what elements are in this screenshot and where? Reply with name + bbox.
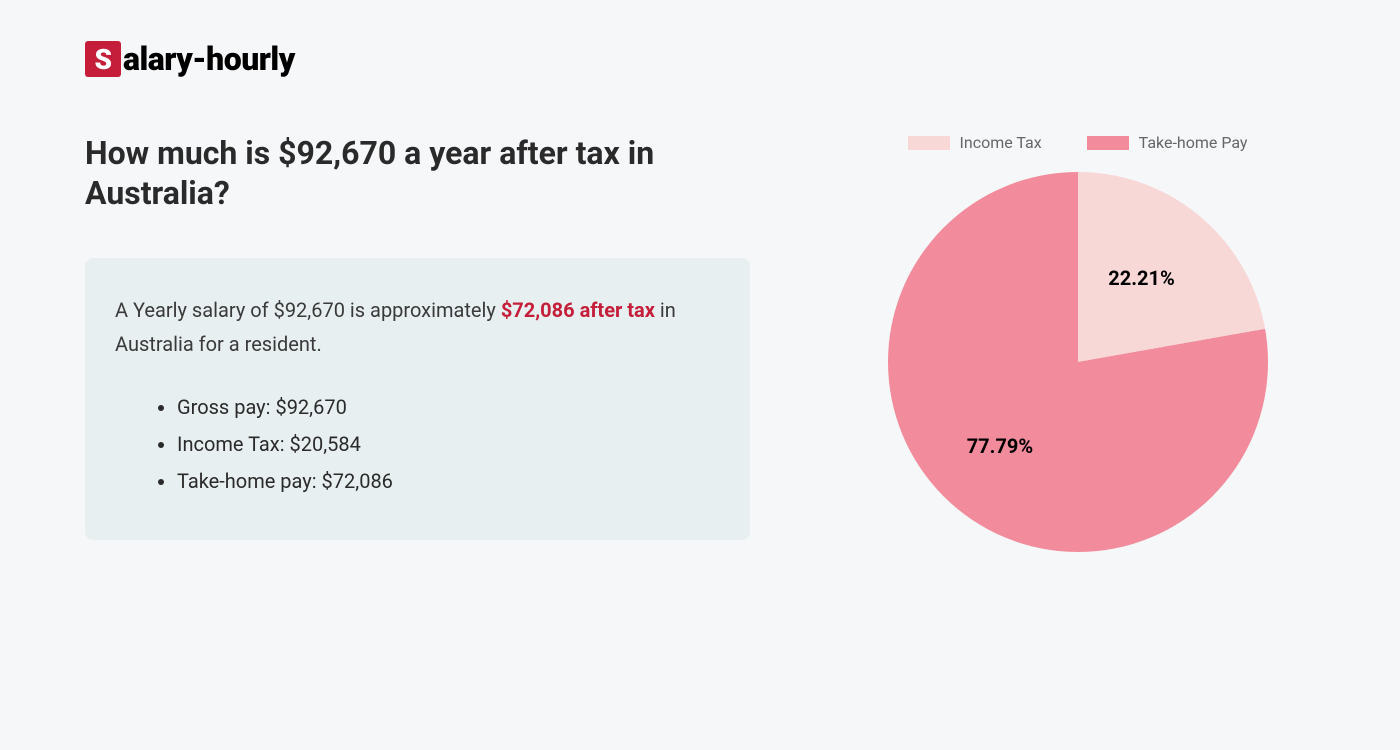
pie-chart: 22.21% 77.79% — [888, 172, 1268, 552]
page-title: How much is $92,670 a year after tax in … — [85, 133, 750, 213]
pie-label-takehome: 77.79% — [967, 434, 1033, 458]
legend-item-takehome: Take-home Pay — [1087, 133, 1248, 152]
list-item-tax: Income Tax: $20,584 — [177, 426, 720, 463]
legend-swatch-takehome — [1087, 136, 1129, 150]
pie-label-tax: 22.21% — [1108, 266, 1174, 290]
logo-icon: S — [85, 41, 121, 77]
pie-graphic — [888, 172, 1268, 552]
left-column: How much is $92,670 a year after tax in … — [85, 133, 750, 552]
logo: Salary-hourly — [85, 40, 1315, 78]
summary-text: A Yearly salary of $92,670 is approximat… — [115, 293, 720, 361]
list-item-takehome: Take-home pay: $72,086 — [177, 463, 720, 500]
legend-item-tax: Income Tax — [908, 133, 1042, 152]
legend-swatch-tax — [908, 136, 950, 150]
legend-label-tax: Income Tax — [960, 133, 1042, 152]
summary-highlight: $72,086 after tax — [501, 298, 655, 322]
list-item-gross: Gross pay: $92,670 — [177, 389, 720, 426]
legend-label-takehome: Take-home Pay — [1139, 133, 1248, 152]
summary-prefix: A Yearly salary of $92,670 is approximat… — [115, 298, 501, 322]
right-column: Income Tax Take-home Pay 22.21% 77.79% — [840, 133, 1315, 552]
breakdown-list: Gross pay: $92,670 Income Tax: $20,584 T… — [115, 389, 720, 500]
info-box: A Yearly salary of $92,670 is approximat… — [85, 258, 750, 540]
logo-text: alary-hourly — [123, 40, 295, 78]
chart-legend: Income Tax Take-home Pay — [908, 133, 1248, 152]
content-wrapper: How much is $92,670 a year after tax in … — [85, 133, 1315, 552]
